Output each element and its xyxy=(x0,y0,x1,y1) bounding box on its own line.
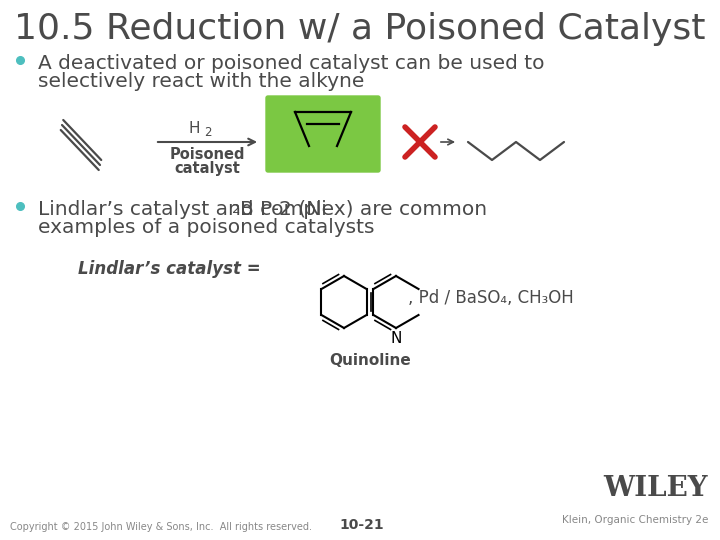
Text: WILEY: WILEY xyxy=(603,475,708,502)
Text: Klein, Organic Chemistry 2e: Klein, Organic Chemistry 2e xyxy=(562,515,708,525)
Text: , Pd / BaSO₄, CH₃OH: , Pd / BaSO₄, CH₃OH xyxy=(408,289,574,307)
Text: 10.5 Reduction w/ a Poisoned Catalyst: 10.5 Reduction w/ a Poisoned Catalyst xyxy=(14,12,706,46)
Text: N: N xyxy=(390,331,402,346)
Text: 10-21: 10-21 xyxy=(340,518,384,532)
Text: catalyst: catalyst xyxy=(174,161,240,176)
Text: examples of a poisoned catalysts: examples of a poisoned catalysts xyxy=(38,218,374,237)
Text: Lindlar’s catalyst =: Lindlar’s catalyst = xyxy=(78,260,261,278)
Text: Copyright © 2015 John Wiley & Sons, Inc.  All rights reserved.: Copyright © 2015 John Wiley & Sons, Inc.… xyxy=(10,522,312,532)
Text: Quinoline: Quinoline xyxy=(329,353,411,368)
Text: A deactivated or poisoned catalyst can be used to: A deactivated or poisoned catalyst can b… xyxy=(38,54,544,73)
Text: 2: 2 xyxy=(232,203,240,216)
Text: B complex) are common: B complex) are common xyxy=(240,200,487,219)
Text: 2: 2 xyxy=(204,126,212,139)
Text: Poisoned: Poisoned xyxy=(169,147,245,162)
Text: selectively react with the alkyne: selectively react with the alkyne xyxy=(38,72,364,91)
FancyBboxPatch shape xyxy=(266,96,380,172)
Text: Lindlar’s catalyst and P-2 (Ni: Lindlar’s catalyst and P-2 (Ni xyxy=(38,200,327,219)
Text: H: H xyxy=(189,121,200,136)
